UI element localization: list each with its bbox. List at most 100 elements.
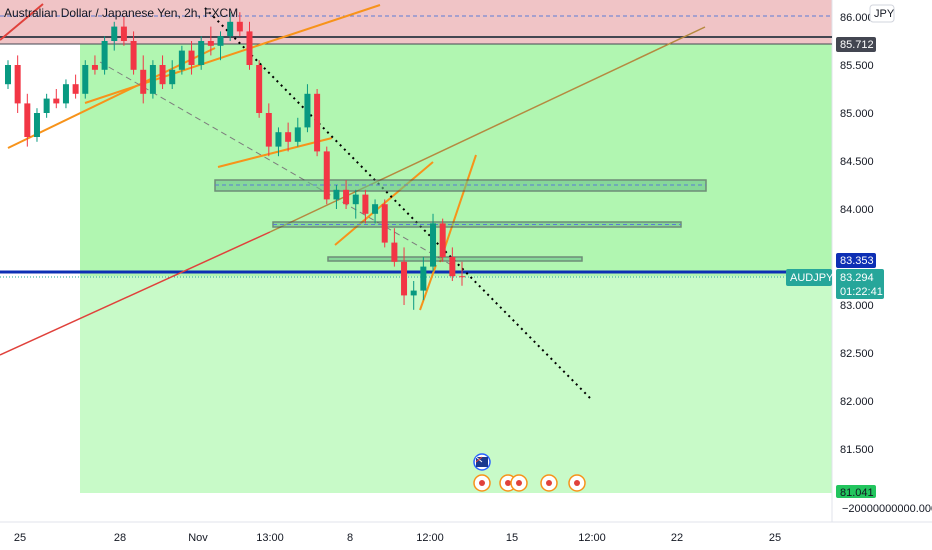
svg-text:83.294: 83.294 xyxy=(840,272,874,284)
y-tick-label: 86.000 xyxy=(840,12,874,24)
blue-level-price-tag: 83.353 xyxy=(836,253,876,268)
candle xyxy=(217,31,224,61)
x-tick-label: 28 xyxy=(114,532,126,544)
svg-text:83.353: 83.353 xyxy=(840,255,874,267)
x-tick-label: 15 xyxy=(506,532,518,544)
candle xyxy=(352,189,359,219)
candle xyxy=(391,228,398,267)
chart-title: Australian Dollar / Japanese Yen, 2h, FX… xyxy=(4,6,238,20)
orange-line-rise-1 xyxy=(334,161,434,246)
svg-text:JPY: JPY xyxy=(874,8,895,20)
orange-line-mid xyxy=(217,137,333,168)
trend-line-long-red xyxy=(0,231,271,356)
svg-text:81.041: 81.041 xyxy=(840,487,874,499)
y-tick-label: 82.000 xyxy=(840,396,874,408)
candle xyxy=(304,84,311,133)
candle xyxy=(101,36,108,75)
economic-event-icon[interactable] xyxy=(568,474,586,492)
candle xyxy=(82,60,89,99)
candle xyxy=(62,79,69,109)
candle xyxy=(430,213,437,272)
x-tick-label: 25 xyxy=(14,532,26,544)
orange-line-rise-2 xyxy=(439,154,477,263)
candle xyxy=(439,218,446,262)
y-tick-label: 85.000 xyxy=(840,108,874,120)
candle xyxy=(33,108,40,142)
candle xyxy=(362,189,369,224)
zone-2 xyxy=(272,221,682,228)
symbol-tag: AUDJPY xyxy=(786,269,834,286)
economic-events[interactable] xyxy=(473,474,586,492)
x-tick-label: 12:00 xyxy=(578,532,606,544)
candle xyxy=(188,41,195,75)
x-tick-label: 12:00 xyxy=(416,532,444,544)
economic-event-icon[interactable] xyxy=(510,474,528,492)
candle xyxy=(323,146,330,205)
x-tick-label: 8 xyxy=(347,532,353,544)
economic-event-icon[interactable] xyxy=(473,474,491,492)
time-axis[interactable]: 25 28 Nov 13:00 8 12:00 15 12:00 22 25 xyxy=(14,532,781,544)
target-price-tag: 81.041 xyxy=(836,485,876,499)
candle xyxy=(91,55,98,75)
x-tick-label: Nov xyxy=(188,532,208,544)
y-tick-label: 83.000 xyxy=(840,300,874,312)
australia-flag-icon[interactable] xyxy=(473,453,491,471)
candle xyxy=(285,122,292,152)
candle xyxy=(159,55,166,89)
y-tick-label: 84.000 xyxy=(840,204,874,216)
candle xyxy=(265,103,272,157)
candle xyxy=(420,257,427,301)
candle xyxy=(5,60,11,89)
x-tick-label: 13:00 xyxy=(256,532,284,544)
x-tick-label: 25 xyxy=(769,532,781,544)
y-tick-label: 82.500 xyxy=(840,348,874,360)
drawing-layer xyxy=(0,3,832,399)
bottom-axis-value: −20000000000.000 xyxy=(842,503,932,515)
zone-1 xyxy=(214,179,707,192)
economic-event-icon[interactable] xyxy=(540,474,558,492)
candle xyxy=(256,60,263,118)
candle xyxy=(401,247,408,305)
candle xyxy=(459,261,465,286)
trend-line-top-left xyxy=(0,3,44,41)
x-tick-label: 22 xyxy=(671,532,683,544)
svg-text:85.712: 85.712 xyxy=(840,39,874,51)
green-target-zone-lower xyxy=(80,276,832,493)
candle xyxy=(111,21,118,51)
candle xyxy=(130,31,137,75)
svg-text:AUDJPY: AUDJPY xyxy=(790,272,834,284)
candle xyxy=(14,55,21,113)
candle xyxy=(381,199,388,248)
candle xyxy=(333,185,340,209)
candle xyxy=(410,281,417,310)
orange-line-rise-3 xyxy=(419,264,437,311)
candle xyxy=(227,12,234,41)
currency-button[interactable]: JPY xyxy=(869,4,895,23)
last-price-tag: 83.294 01:22:41 xyxy=(836,269,884,299)
candle xyxy=(198,36,205,70)
candle xyxy=(43,93,50,118)
candle xyxy=(343,180,350,209)
candle xyxy=(372,199,379,224)
candle xyxy=(246,21,253,70)
candle xyxy=(140,55,147,104)
candles-layer xyxy=(5,12,465,310)
candle xyxy=(275,127,282,157)
trend-line-long-olive xyxy=(269,26,706,233)
y-tick-label: 85.500 xyxy=(840,60,874,72)
candle xyxy=(236,12,243,37)
y-tick-label: 84.500 xyxy=(840,156,874,168)
price-axis[interactable]: 86.00085.50085.00084.50084.00083.50083.0… xyxy=(840,12,874,456)
dashed-diagonal xyxy=(99,61,456,268)
candle xyxy=(72,74,79,99)
y-tick-label: 81.500 xyxy=(840,444,874,456)
resistance-price-tag: 85.712 xyxy=(836,37,876,52)
candle xyxy=(294,117,301,147)
candle xyxy=(169,60,176,89)
candle xyxy=(207,26,214,56)
svg-text:01:22:41: 01:22:41 xyxy=(840,286,883,298)
candle xyxy=(178,45,185,75)
dotted-projection-line xyxy=(204,7,591,399)
candle xyxy=(314,89,321,157)
